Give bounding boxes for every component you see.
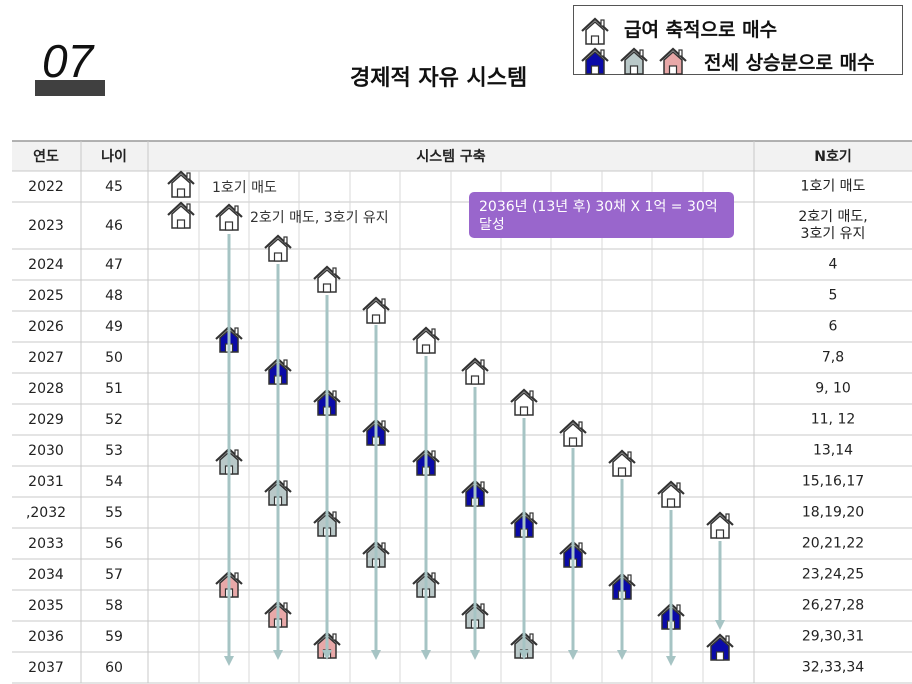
header-age: 나이 <box>101 149 127 165</box>
house-icon <box>461 357 489 385</box>
house-icon <box>608 449 636 477</box>
cell-age: 52 <box>105 411 123 428</box>
cell-year: 2028 <box>28 380 64 397</box>
callout-box: 2036년 (13년 후) 30채 X 1억 = 30억 달성 <box>469 192 734 238</box>
cell-age: 47 <box>105 256 123 273</box>
cell-year: 2034 <box>28 566 64 583</box>
cell-age: 50 <box>105 349 123 366</box>
house-icon <box>581 17 609 45</box>
cell-year: 2029 <box>28 411 64 428</box>
legend-salary-label: 급여 축적으로 매수 <box>624 19 778 41</box>
cell-year: ,2032 <box>25 504 67 521</box>
slide-number: 07 <box>42 35 94 87</box>
cell-year: 2022 <box>28 178 64 195</box>
cell-year: 2027 <box>28 349 64 366</box>
arrow-head <box>322 650 332 660</box>
arrow-head <box>519 650 529 660</box>
house-icon <box>313 265 341 293</box>
cell-n: 9, 10 <box>815 380 851 396</box>
cell-n: 13,14 <box>812 442 854 458</box>
house-icon <box>620 47 648 75</box>
cell-n: 6 <box>828 318 838 334</box>
header-system: 시스템 구축 <box>416 149 486 165</box>
arrow-head <box>617 650 627 660</box>
cell-n: 26,27,28 <box>801 597 865 613</box>
cell-year: 2026 <box>28 318 64 335</box>
arrow-head <box>224 656 234 666</box>
table-header-bg <box>12 141 912 171</box>
row-label-2023: 2호기 매도, 3호기 유지 <box>250 210 389 226</box>
legend-jeonse-label: 전세 상승분으로 매수 <box>704 52 875 74</box>
house-icon <box>412 326 440 354</box>
cell-year: 2023 <box>28 217 64 234</box>
cell-age: 46 <box>105 217 123 234</box>
cell-n: 32,33,34 <box>801 659 865 675</box>
cell-age: 60 <box>105 659 123 676</box>
cell-age: 51 <box>105 380 123 397</box>
cell-year: 2024 <box>28 256 64 273</box>
cell-age: 45 <box>105 178 123 195</box>
legend-icons <box>581 17 687 75</box>
house-icon <box>659 47 687 75</box>
house-icon <box>581 47 609 75</box>
house-icon <box>264 234 292 262</box>
house-icon <box>657 480 685 508</box>
arrow-head <box>470 650 480 660</box>
arrow-head <box>715 620 725 630</box>
house-icon <box>706 633 734 661</box>
cell-n: 2호기 매도, 3호기 유지 <box>798 208 868 242</box>
arrow-head <box>421 650 431 660</box>
cell-n: 5 <box>828 287 838 303</box>
cell-year: 2030 <box>28 442 64 459</box>
house-icon <box>215 203 243 231</box>
cell-year: 2037 <box>28 659 64 676</box>
arrow-head <box>273 650 283 660</box>
cell-age: 56 <box>105 535 123 552</box>
house-icon <box>167 201 195 229</box>
cell-n: 7,8 <box>821 349 845 365</box>
cell-age: 54 <box>105 473 123 490</box>
legend-box: 급여 축적으로 매수 전세 상승분으로 매수 <box>573 5 903 75</box>
cell-year: 2035 <box>28 597 64 614</box>
cell-age: 57 <box>105 566 123 583</box>
cell-age: 49 <box>105 318 123 335</box>
cell-n: 20,21,22 <box>801 535 865 551</box>
house-icon <box>559 419 587 447</box>
row-label-2022: 1호기 매도 <box>212 180 277 196</box>
slide-number-bar <box>35 80 105 96</box>
cell-age: 58 <box>105 597 123 614</box>
arrow-head <box>666 656 676 666</box>
house-icon <box>706 511 734 539</box>
header-year: 연도 <box>33 149 59 165</box>
cell-n: 18,19,20 <box>801 504 865 520</box>
cell-year: 2031 <box>28 473 64 490</box>
header-n: N호기 <box>814 149 852 165</box>
house-icon <box>510 388 538 416</box>
cell-year: 2033 <box>28 535 64 552</box>
cell-n: 11, 12 <box>810 411 856 427</box>
cell-n: 29,30,31 <box>801 628 865 644</box>
cell-age: 53 <box>105 442 123 459</box>
cell-age: 55 <box>105 504 123 521</box>
cell-n: 4 <box>828 256 838 272</box>
house-icon <box>167 170 195 198</box>
house-icon <box>362 296 390 324</box>
cell-year: 2025 <box>28 287 64 304</box>
cell-year: 2036 <box>28 628 64 645</box>
cell-n: 15,16,17 <box>801 473 865 489</box>
page-title: 경제적 자유 시스템 <box>350 66 528 91</box>
cell-age: 59 <box>105 628 123 645</box>
cell-n: 1호기 매도 <box>800 178 866 194</box>
cell-n: 23,24,25 <box>801 566 865 582</box>
arrow-head <box>371 650 381 660</box>
cell-age: 48 <box>105 287 123 304</box>
arrow-head <box>568 650 578 660</box>
